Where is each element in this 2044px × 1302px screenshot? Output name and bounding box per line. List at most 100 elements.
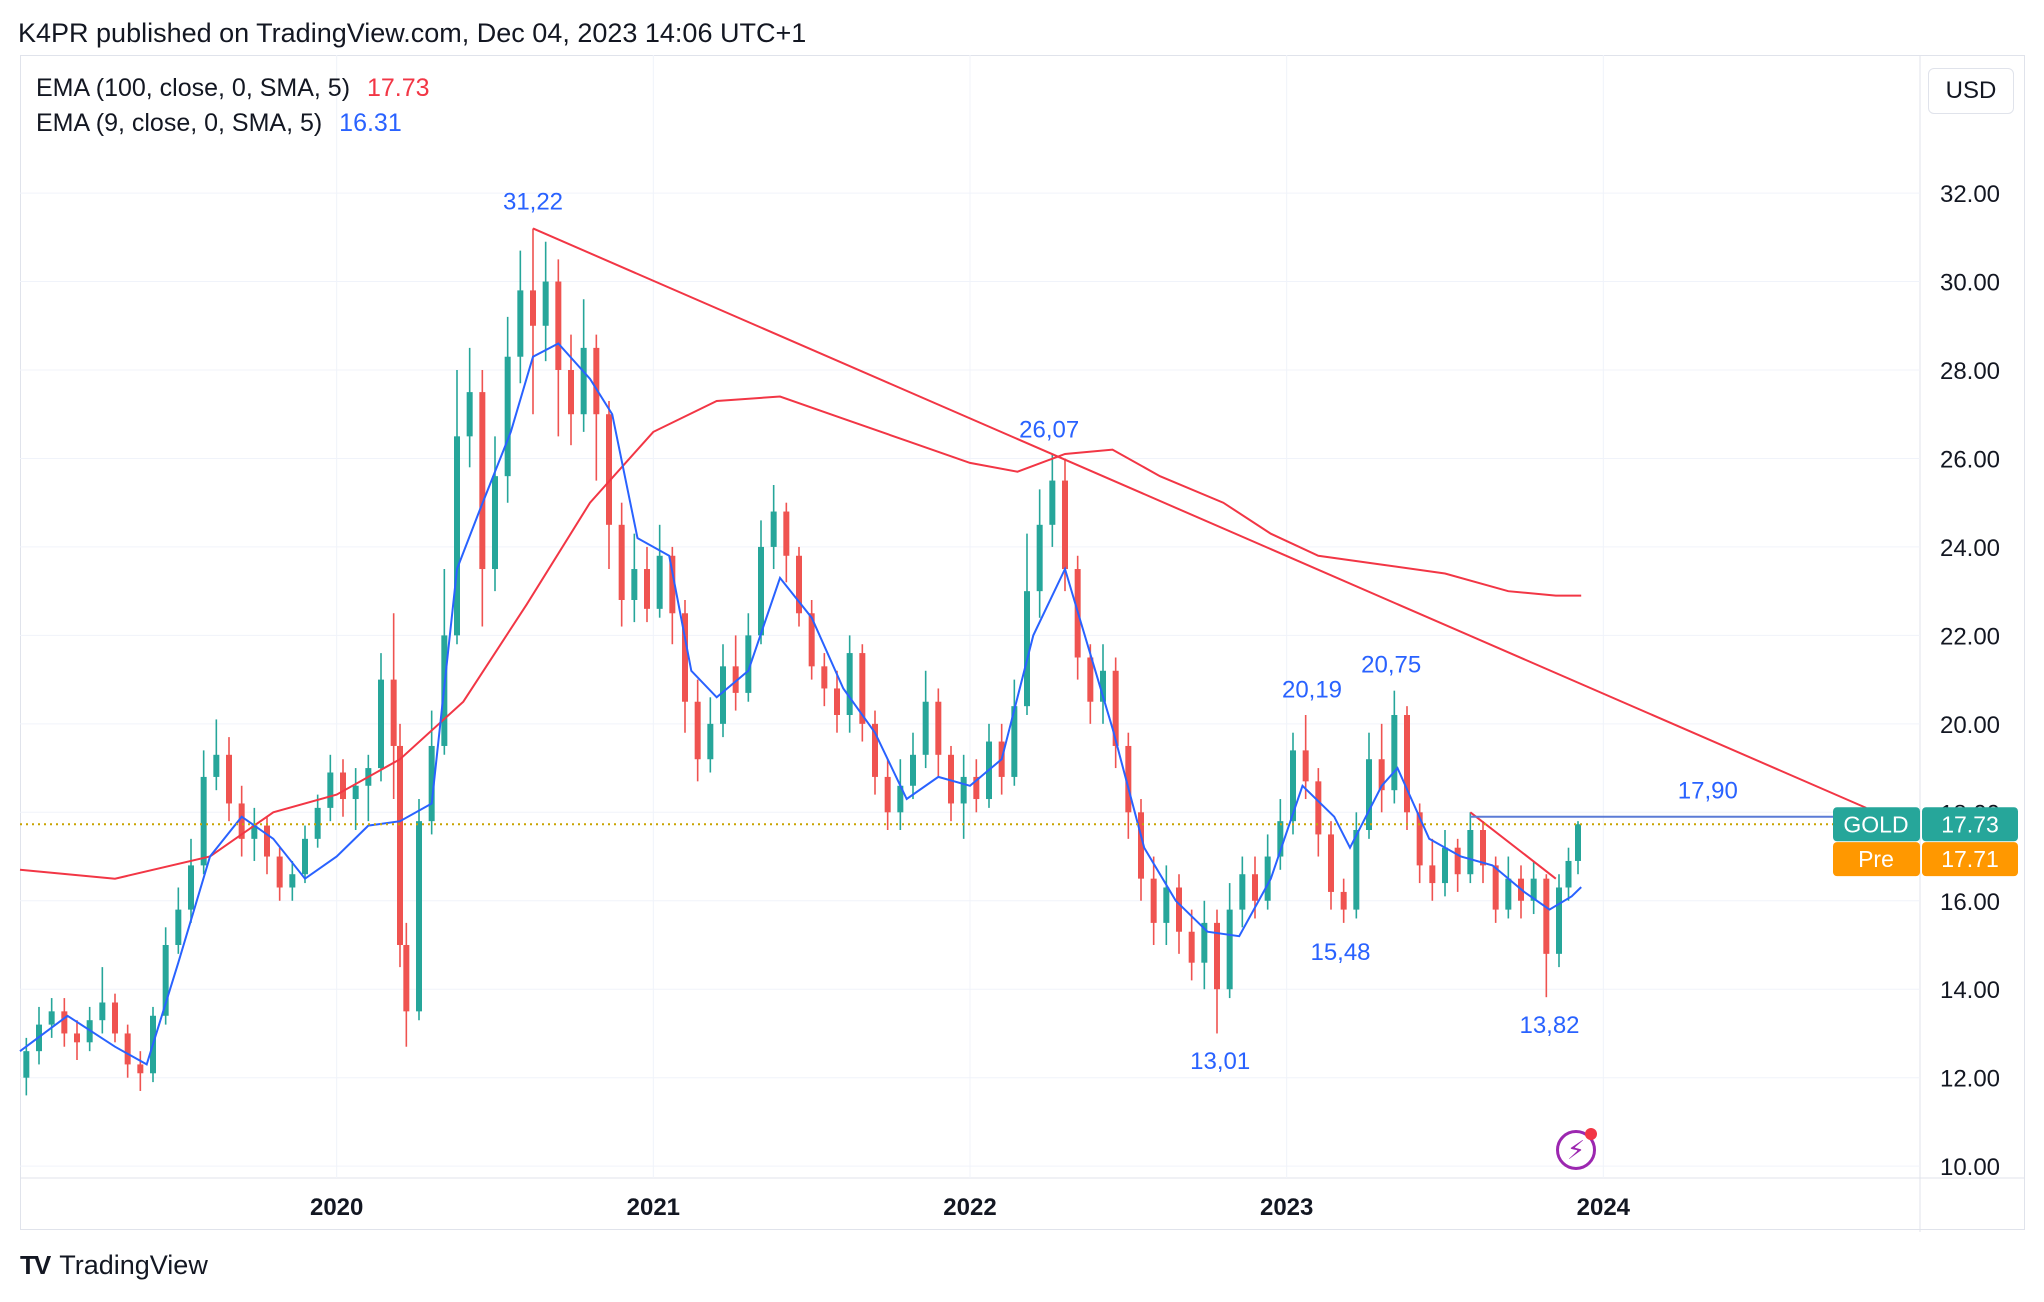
footer-brand[interactable]: TV TradingView xyxy=(20,1250,208,1281)
price-annotation: 15,48 xyxy=(1310,939,1370,966)
candle-body xyxy=(1492,865,1499,910)
candle-body xyxy=(428,745,435,822)
candle-body xyxy=(1150,878,1157,923)
candle xyxy=(175,887,182,954)
candle xyxy=(1442,830,1448,897)
candle xyxy=(340,759,346,817)
candle xyxy=(580,299,587,432)
candle xyxy=(593,334,600,481)
candle-body xyxy=(23,1051,30,1078)
candle xyxy=(1011,679,1018,786)
candle-body xyxy=(1201,922,1208,963)
candle xyxy=(137,1051,144,1091)
candle xyxy=(48,998,55,1038)
candle-body xyxy=(238,803,245,839)
candle xyxy=(821,653,828,707)
y-tick-label: 26.00 xyxy=(1940,446,2000,473)
candle-body xyxy=(821,666,828,689)
legend-ema100-value: 17.73 xyxy=(366,74,430,102)
candle-body xyxy=(264,825,270,857)
candle-body xyxy=(580,347,587,415)
candle-body xyxy=(1176,887,1182,932)
candle xyxy=(1150,856,1157,945)
candle-body xyxy=(593,347,600,415)
candle xyxy=(188,838,194,923)
y-tick-label: 12.00 xyxy=(1940,1066,2000,1093)
candle xyxy=(1480,821,1486,884)
candle xyxy=(1556,874,1562,968)
currency-button[interactable]: USD xyxy=(1928,68,2014,114)
price-annotation: 20,19 xyxy=(1282,676,1342,703)
candle xyxy=(1302,715,1309,800)
candle xyxy=(162,927,169,1025)
lightning-icon[interactable]: ⚡ xyxy=(1556,1130,1596,1170)
candle xyxy=(720,644,726,738)
legend-ema9[interactable]: EMA (9, close, 0, SMA, 5) 16.31 xyxy=(36,109,402,138)
candle-body xyxy=(137,1064,144,1074)
candle-body xyxy=(1404,715,1410,813)
candle-body xyxy=(796,555,802,614)
candle-body xyxy=(1454,847,1461,875)
price-annotation: 20,75 xyxy=(1361,652,1421,679)
x-tick-label: 2023 xyxy=(1260,1194,1313,1221)
candle-body xyxy=(1138,812,1144,879)
badge-label-bg xyxy=(1833,842,1920,877)
candle-body xyxy=(745,635,752,693)
candle xyxy=(530,228,536,415)
candle-body xyxy=(1391,715,1398,791)
candle xyxy=(1112,657,1119,769)
candle-body xyxy=(1277,821,1284,857)
candle-body xyxy=(1049,480,1056,525)
candle xyxy=(1530,860,1537,915)
candle-body xyxy=(378,679,384,769)
candle-body xyxy=(720,666,726,724)
legend-ema100-label: EMA (100, close, 0, SMA, 5) xyxy=(36,74,351,102)
candle xyxy=(796,546,802,627)
candle xyxy=(251,807,258,861)
candle-body xyxy=(492,476,498,570)
candle-body xyxy=(808,613,815,667)
candle-body xyxy=(403,945,410,1012)
candle-body xyxy=(1087,657,1094,702)
candle xyxy=(745,613,752,702)
candle xyxy=(517,250,524,384)
candle xyxy=(1214,909,1220,1034)
legend-ema100[interactable]: EMA (100, close, 0, SMA, 5) 17.73 xyxy=(36,74,430,103)
candle-body xyxy=(314,807,321,839)
candle-body xyxy=(61,1011,68,1034)
trendline xyxy=(532,227,1867,809)
candle xyxy=(960,754,967,839)
y-tick-label: 16.00 xyxy=(1940,889,2000,916)
candle-body xyxy=(631,569,638,600)
price-annotation: 31,22 xyxy=(503,189,563,216)
candle-body xyxy=(1556,887,1562,954)
candle-body xyxy=(352,785,359,800)
candle-body xyxy=(251,825,258,839)
candle-body xyxy=(935,701,942,755)
candle-body xyxy=(960,776,967,804)
candle-body xyxy=(1416,812,1423,866)
badge-value-bg xyxy=(1922,842,2018,877)
candle xyxy=(397,723,403,968)
candle xyxy=(1163,865,1170,945)
candle xyxy=(1575,821,1581,875)
overlays: 31,22 26,07 20,19 20,75 13,01 15,48 13,82 17,90 xyxy=(19,189,1920,1075)
badge-value-bg xyxy=(1922,807,2018,842)
candle xyxy=(846,635,853,733)
price-badge: GOLD 17.73 xyxy=(1833,807,2018,842)
badge-label: Pre xyxy=(1858,846,1894,872)
candle xyxy=(365,754,372,822)
candle-body xyxy=(1214,922,1220,990)
x-axis: 2020 2021 2022 2023 2024 xyxy=(310,1194,1631,1221)
candle-body xyxy=(1252,874,1258,901)
candle xyxy=(707,697,714,773)
candle xyxy=(504,316,511,503)
candle xyxy=(327,754,334,822)
candle xyxy=(555,259,562,437)
candle-body xyxy=(1353,830,1360,910)
candle-body xyxy=(340,772,346,800)
candle xyxy=(302,825,308,884)
candle-body xyxy=(618,524,625,600)
chart-frame xyxy=(20,55,2025,1230)
